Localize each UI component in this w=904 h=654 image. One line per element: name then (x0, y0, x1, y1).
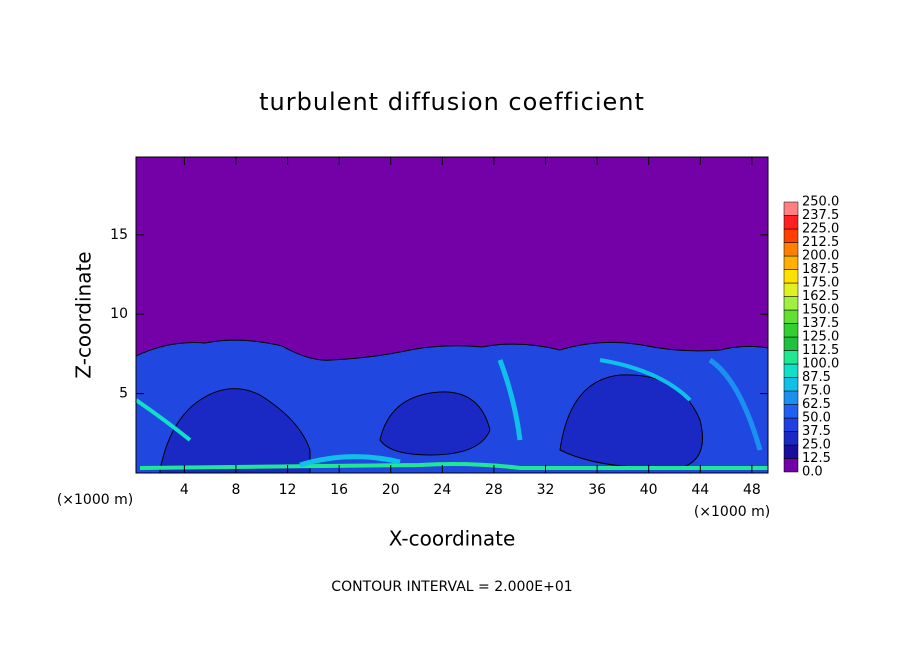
plot-frame (135, 156, 769, 474)
x-tick-label: 16 (330, 482, 348, 498)
colorbar-segment (783, 336, 799, 351)
x-tick-label: 36 (588, 482, 606, 498)
footnote: CONTOUR INTERVAL = 2.000E+01 (331, 579, 572, 595)
x-tick-label: 32 (537, 482, 555, 498)
colorbar-label: 137.5 (802, 316, 839, 331)
colorbar-label: 0.0 (802, 465, 823, 480)
x-tick-label: 44 (691, 482, 709, 498)
y-tick-label: 15 (110, 227, 128, 243)
y-unit-label: (×1000 m) (694, 504, 770, 520)
colorbar-label: 212.5 (802, 235, 839, 250)
colorbar-segment (783, 242, 799, 257)
colorbar-segment (783, 458, 799, 473)
x-unit-label: (×1000 m) (57, 492, 133, 508)
colorbar-segment (783, 228, 799, 243)
colorbar-label: 37.5 (802, 424, 831, 439)
x-tick-label: 24 (433, 482, 451, 498)
colorbar-label: 187.5 (802, 262, 839, 277)
colorbar-segment (783, 350, 799, 365)
colorbar-label: 112.5 (802, 343, 839, 358)
field-streak (708, 357, 763, 451)
colorbar-label: 175.0 (802, 276, 839, 291)
field-streak (497, 359, 523, 441)
colorbar-segment (783, 390, 799, 405)
y-tick-label: 5 (119, 386, 128, 402)
colorbar-segment (783, 296, 799, 311)
colorbar-segment (783, 269, 799, 284)
colorbar-label: 12.5 (802, 451, 831, 466)
field-streak (299, 454, 401, 468)
colorbar-label: 100.0 (802, 357, 839, 372)
colorbar-segment (783, 201, 799, 216)
x-tick-label: 12 (279, 482, 297, 498)
colorbar-label: 237.5 (802, 208, 839, 223)
x-tick-label: 40 (640, 482, 658, 498)
chart-title: turbulent diffusion coefficient (259, 88, 645, 116)
x-tick-label: 20 (382, 482, 400, 498)
colorbar-label: 200.0 (802, 249, 839, 264)
colorbar-label: 150.0 (802, 303, 839, 318)
colorbar-label: 225.0 (802, 222, 839, 237)
colorbar-label: 250.0 (802, 195, 839, 210)
colorbar-label: 75.0 (802, 384, 831, 399)
contour-field (134, 157, 769, 474)
colorbar-segment (783, 431, 799, 446)
field-region (379, 391, 491, 456)
colorbar-label: 50.0 (802, 411, 831, 426)
x-tick-label: 4 (180, 482, 189, 498)
colorbar-label: 125.0 (802, 330, 839, 345)
y-axis-title: Z-coordinate (72, 251, 96, 378)
y-tick-label: 10 (110, 306, 128, 322)
field-streak (599, 358, 692, 402)
colorbar-segment (783, 363, 799, 378)
x-tick-label: 8 (231, 482, 240, 498)
x-tick-label: 28 (485, 482, 503, 498)
field-streak (139, 462, 768, 470)
colorbar-segment (783, 255, 799, 270)
colorbar-segment (783, 404, 799, 419)
field-streak (134, 398, 192, 442)
colorbar-label: 162.5 (802, 289, 839, 304)
colorbar-label: 25.0 (802, 438, 831, 453)
colorbar-segment (783, 215, 799, 230)
colorbar-segment (783, 377, 799, 392)
colorbar-label: 87.5 (802, 370, 831, 385)
colorbar-segment (783, 282, 799, 297)
colorbar-segment (783, 444, 799, 459)
x-axis-title: X-coordinate (389, 527, 516, 551)
colorbar-label: 62.5 (802, 397, 831, 412)
x-tick-label: 48 (743, 482, 761, 498)
colorbar-segment (783, 309, 799, 324)
colorbar-segment (783, 323, 799, 338)
colorbar-segment (783, 417, 799, 432)
